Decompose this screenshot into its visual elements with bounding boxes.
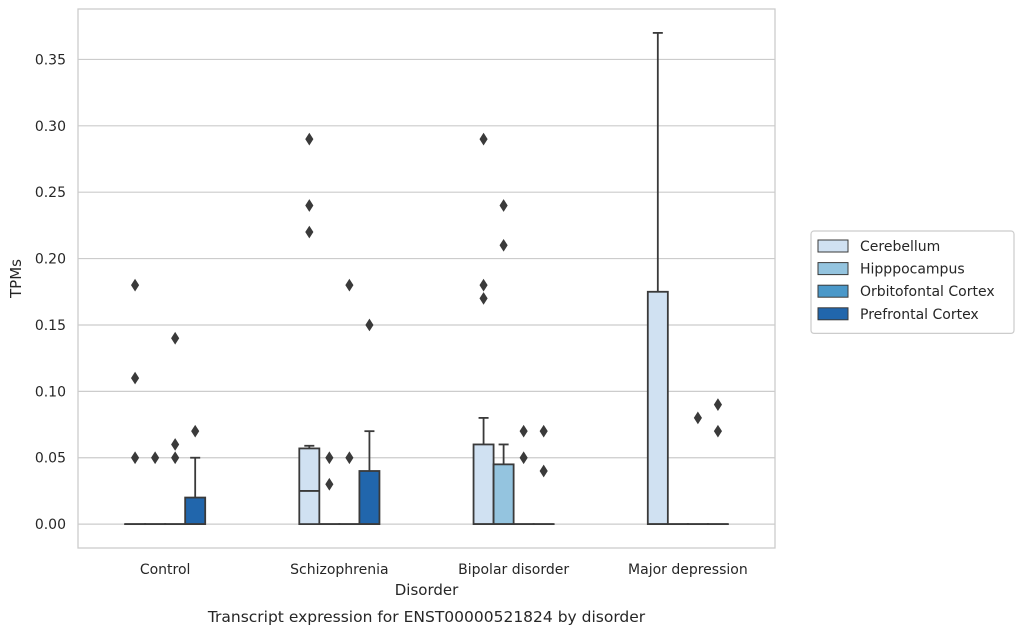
legend: Cerebellum Hipppocampus Orbitofontal Corte…: [810, 230, 1015, 335]
box-orbitofontal-cortex: [164, 331, 187, 526]
x-tick-label: Bipolar disorder: [458, 562, 569, 578]
outlier-point: [365, 318, 374, 332]
outlier-point: [171, 331, 180, 345]
y-tick-label: 0.10: [35, 384, 66, 400]
outlier-point: [479, 292, 488, 305]
box-cerebellum: [472, 132, 495, 526]
box-cerebellum: [298, 132, 321, 526]
box-hipppocampus: [492, 199, 515, 526]
outlier-point: [499, 238, 508, 252]
outlier-point: [171, 451, 180, 465]
y-axis-label: TPMs: [7, 259, 25, 299]
y-tick-label: 0.15: [35, 318, 66, 334]
outlier-point: [345, 451, 354, 465]
box-cerebellum: [646, 31, 669, 526]
box-cerebellum: [124, 278, 146, 526]
outlier-point: [305, 225, 314, 239]
outlier-point: [171, 438, 180, 451]
x-tick-label: Control: [140, 562, 191, 578]
box-hipppocampus: [318, 451, 341, 526]
outlier-point: [713, 424, 723, 438]
x-tick-labels: Control Schizophrenia Bipolar disorder Majo…: [140, 562, 748, 578]
box-iqr: [184, 496, 207, 526]
outlier-point: [693, 411, 702, 425]
legend-label: Orbitofontal Cortex: [860, 284, 995, 300]
plot-boxes: [124, 31, 729, 526]
plot-frame: [77, 8, 776, 549]
box-prefrontal-cortex: [707, 398, 729, 526]
outlier-point: [539, 464, 548, 478]
box-orbitofontal-cortex: [512, 424, 535, 526]
y-gridlines: [78, 58, 775, 525]
outlier-point: [305, 132, 314, 146]
outlier-point: [151, 451, 160, 465]
y-tick-label: 0.25: [35, 185, 66, 201]
outlier-point: [325, 477, 334, 491]
box-prefrontal-cortex: [358, 318, 381, 526]
legend-frame: [810, 230, 1015, 335]
y-tick-label: 0.35: [35, 52, 66, 68]
chart-caption: Transcript expression for ENST0000052182…: [207, 608, 646, 626]
box-orbitofontal-cortex: [338, 278, 361, 526]
legend-swatch: [817, 239, 849, 253]
y-tick-labels: 0.00 0.05 0.10 0.15 0.20 0.25 0.30 0.35: [35, 52, 66, 533]
box-orbitofontal-cortex: [686, 411, 709, 526]
legend-label: Cerebellum: [860, 239, 940, 255]
outlier-point: [519, 424, 528, 438]
x-tick-label: Schizophrenia: [290, 562, 388, 578]
x-axis-label: Disorder: [395, 581, 459, 599]
box-prefrontal-cortex: [532, 424, 555, 526]
legend-label: Hipppocampus: [860, 262, 965, 278]
box-iqr: [492, 463, 515, 526]
box-prefrontal-cortex: [184, 424, 207, 526]
x-tick-label: Major depression: [628, 562, 748, 578]
legend-swatch: [817, 284, 849, 298]
box-hipppocampus: [144, 451, 167, 526]
legend-swatch: [817, 307, 849, 321]
box-iqr: [358, 470, 381, 526]
y-tick-label: 0.05: [35, 451, 66, 467]
box-iqr: [646, 290, 669, 526]
outlier-point: [191, 424, 200, 438]
outlier-point: [130, 371, 140, 385]
legend-label: Prefrontal Cortex: [860, 307, 979, 323]
y-tick-label: 0.20: [35, 252, 66, 268]
y-tick-label: 0.00: [35, 517, 66, 533]
outlier-point: [345, 278, 354, 292]
outlier-point: [499, 199, 508, 212]
outlier-point: [713, 398, 723, 411]
outlier-point: [479, 132, 488, 146]
outlier-point: [130, 451, 140, 465]
outlier-point: [519, 451, 528, 465]
box-iqr: [472, 443, 495, 526]
outlier-point: [479, 278, 488, 292]
outlier-point: [130, 278, 140, 292]
legend-swatch: [817, 262, 849, 276]
box-iqr: [298, 447, 321, 526]
outlier-point: [325, 451, 334, 465]
outlier-point: [305, 199, 314, 212]
outlier-point: [539, 424, 548, 438]
y-tick-label: 0.30: [35, 119, 66, 135]
